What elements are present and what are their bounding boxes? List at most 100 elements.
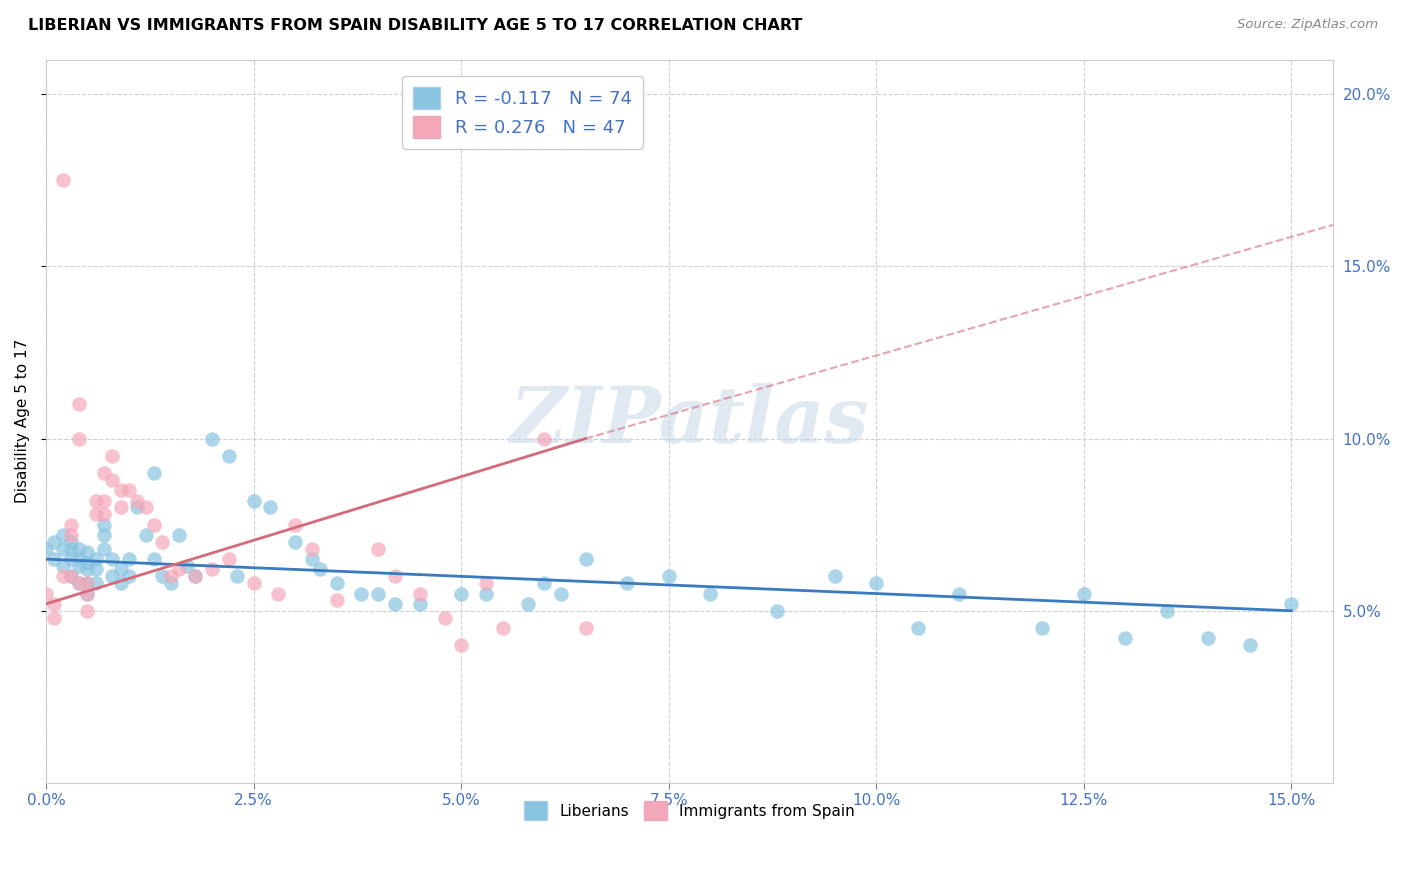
Point	[118, 552, 141, 566]
Point	[35, 541, 58, 556]
Point	[516, 597, 538, 611]
Point	[93, 493, 115, 508]
Point	[284, 535, 307, 549]
Point	[575, 621, 598, 635]
Point	[865, 576, 887, 591]
Point	[118, 569, 141, 583]
Point	[52, 541, 75, 556]
Point	[118, 483, 141, 498]
Point	[616, 576, 638, 591]
Point	[1156, 604, 1178, 618]
Point	[84, 576, 107, 591]
Point	[93, 528, 115, 542]
Point	[575, 552, 598, 566]
Point	[67, 397, 90, 411]
Point	[67, 559, 90, 574]
Point	[450, 586, 472, 600]
Point	[110, 576, 132, 591]
Point	[150, 569, 173, 583]
Point	[44, 610, 66, 624]
Point	[167, 528, 190, 542]
Point	[84, 508, 107, 522]
Point	[59, 541, 82, 556]
Point	[1279, 597, 1302, 611]
Point	[93, 466, 115, 480]
Point	[301, 541, 323, 556]
Point	[309, 562, 332, 576]
Point	[93, 517, 115, 532]
Y-axis label: Disability Age 5 to 17: Disability Age 5 to 17	[15, 339, 30, 503]
Text: Source: ZipAtlas.com: Source: ZipAtlas.com	[1237, 18, 1378, 31]
Point	[184, 569, 207, 583]
Point	[76, 604, 98, 618]
Point	[135, 528, 157, 542]
Point	[142, 466, 165, 480]
Text: LIBERIAN VS IMMIGRANTS FROM SPAIN DISABILITY AGE 5 TO 17 CORRELATION CHART: LIBERIAN VS IMMIGRANTS FROM SPAIN DISABI…	[28, 18, 803, 33]
Point	[52, 528, 75, 542]
Point	[76, 586, 98, 600]
Point	[59, 517, 82, 532]
Point	[533, 432, 555, 446]
Point	[948, 586, 970, 600]
Point	[242, 576, 264, 591]
Point	[218, 449, 240, 463]
Point	[408, 586, 430, 600]
Point	[76, 556, 98, 570]
Point	[67, 552, 90, 566]
Point	[67, 576, 90, 591]
Point	[59, 535, 82, 549]
Point	[907, 621, 929, 635]
Point	[101, 569, 124, 583]
Point	[110, 483, 132, 498]
Point	[84, 552, 107, 566]
Point	[67, 432, 90, 446]
Point	[658, 569, 681, 583]
Point	[110, 562, 132, 576]
Point	[159, 569, 181, 583]
Point	[76, 586, 98, 600]
Point	[824, 569, 846, 583]
Point	[765, 604, 787, 618]
Point	[367, 586, 389, 600]
Point	[101, 552, 124, 566]
Point	[1239, 638, 1261, 652]
Point	[159, 576, 181, 591]
Point	[201, 432, 224, 446]
Point	[475, 586, 498, 600]
Point	[699, 586, 721, 600]
Point	[325, 593, 347, 607]
Point	[259, 500, 281, 515]
Point	[93, 508, 115, 522]
Point	[384, 597, 406, 611]
Legend: Liberians, Immigrants from Spain: Liberians, Immigrants from Spain	[517, 795, 860, 826]
Point	[184, 569, 207, 583]
Point	[450, 638, 472, 652]
Point	[101, 449, 124, 463]
Point	[76, 562, 98, 576]
Point	[127, 493, 149, 508]
Point	[350, 586, 373, 600]
Point	[44, 597, 66, 611]
Point	[52, 559, 75, 574]
Point	[408, 597, 430, 611]
Text: ZIPatlas: ZIPatlas	[510, 383, 869, 459]
Point	[242, 493, 264, 508]
Point	[101, 473, 124, 487]
Point	[110, 500, 132, 515]
Point	[44, 535, 66, 549]
Point	[52, 173, 75, 187]
Point	[59, 569, 82, 583]
Point	[226, 569, 249, 583]
Point	[267, 586, 290, 600]
Point	[218, 552, 240, 566]
Point	[325, 576, 347, 591]
Point	[44, 552, 66, 566]
Point	[76, 576, 98, 591]
Point	[167, 562, 190, 576]
Point	[127, 500, 149, 515]
Point	[142, 552, 165, 566]
Point	[76, 545, 98, 559]
Point	[201, 562, 224, 576]
Point	[491, 621, 513, 635]
Point	[59, 528, 82, 542]
